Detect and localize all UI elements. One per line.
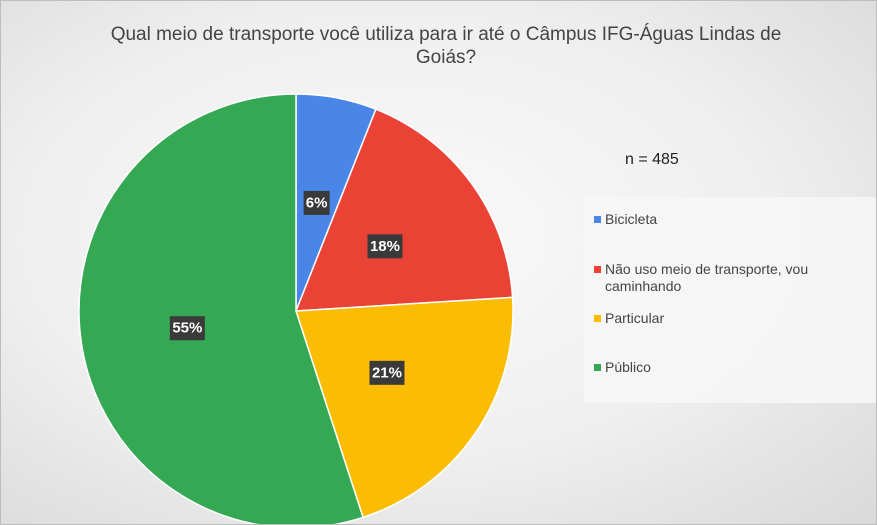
chart-title: Qual meio de transporte você utiliza par…	[110, 24, 782, 68]
legend-label: Bicicleta	[605, 211, 658, 227]
legend-label: Público	[605, 359, 651, 375]
data-label-box	[303, 190, 330, 215]
legend-swatch	[594, 266, 601, 273]
legend-swatch	[594, 216, 601, 223]
pie-slice	[294, 296, 514, 519]
legend-label: Particular	[605, 310, 665, 326]
legend-swatch	[594, 315, 601, 322]
pie-slice	[294, 108, 514, 312]
legend-swatch	[594, 364, 601, 371]
legend-label: Não uso meio de transporte, vou caminhan…	[605, 261, 809, 294]
annotation: n = 485	[625, 151, 679, 168]
legend-item: Bicicleta	[594, 211, 865, 228]
legend-item: Público	[594, 359, 865, 376]
data-label: 55%	[172, 320, 202, 337]
data-label-box	[169, 316, 205, 341]
pie-slice	[78, 93, 365, 524]
data-label: 18%	[370, 238, 400, 255]
data-label-box	[367, 234, 403, 259]
legend-item: Particular	[594, 310, 865, 327]
data-label: 6%	[306, 194, 328, 211]
legend-item: Não uso meio de transporte, vou caminhan…	[594, 261, 865, 295]
pie-area: 6% 18% 21% 55%	[78, 93, 514, 524]
legend: Bicicleta Não uso meio de transporte, vou…	[584, 197, 876, 403]
data-label-box	[369, 360, 405, 385]
data-label: 21%	[372, 364, 402, 381]
